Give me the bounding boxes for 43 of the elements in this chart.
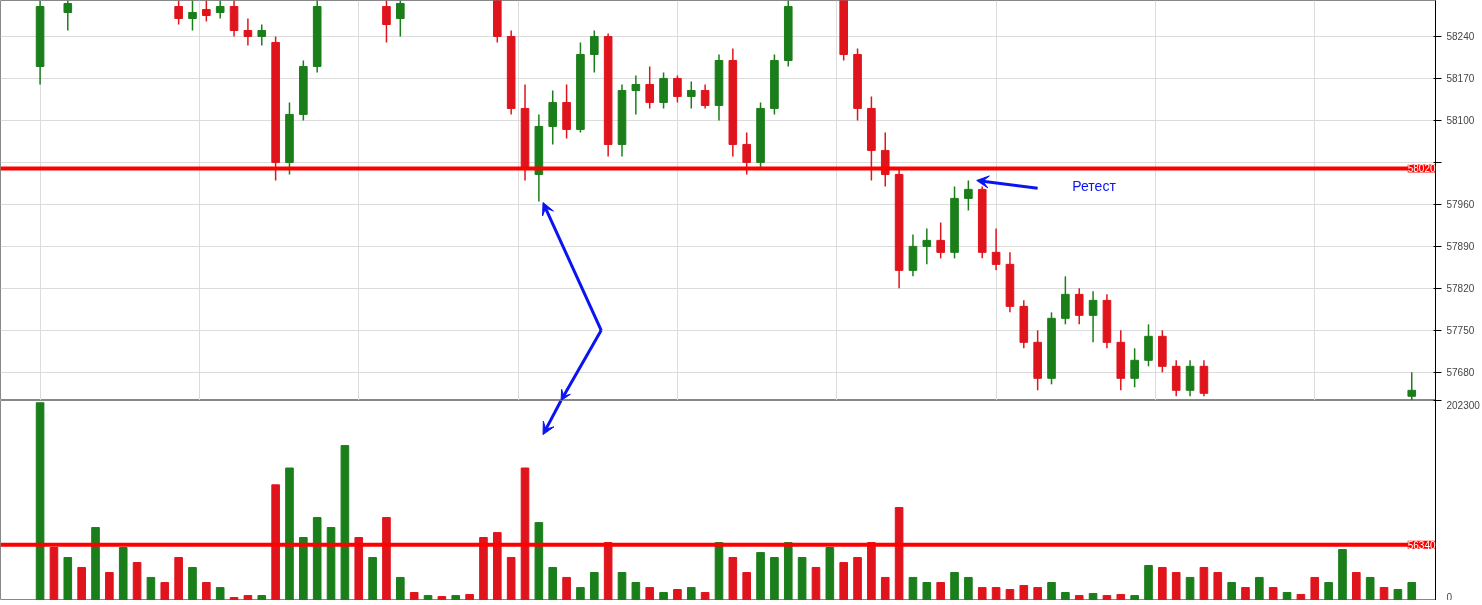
- candlestick: [174, 0, 183, 26]
- candlestick: [659, 71, 668, 110]
- candlestick: [63, 0, 73, 32]
- candlestick: [673, 74, 682, 104]
- candlestick: [1061, 275, 1070, 326]
- annotation: Ретест: [1072, 178, 1117, 195]
- candlestick: [1144, 323, 1153, 368]
- ref-line-label: 56340: [1407, 539, 1436, 551]
- candlestick: [1088, 290, 1098, 344]
- candlestick: [1185, 359, 1195, 398]
- candlestick: [202, 0, 211, 23]
- candlestick: [742, 131, 752, 176]
- y-tick-label: 57890: [1446, 241, 1475, 253]
- candlestick: [964, 179, 973, 212]
- candlestick: [589, 29, 599, 74]
- candlestick: [700, 83, 710, 110]
- y-tick-label: 57960: [1446, 199, 1475, 211]
- y-tick-label: 57680: [1446, 367, 1475, 379]
- y-tick-label: 202300: [1446, 399, 1481, 411]
- candlestick: [908, 233, 918, 278]
- candlestick: [1171, 359, 1181, 398]
- y-tick-label: 0: [1446, 591, 1453, 603]
- ref-line-label: 58020: [1407, 163, 1436, 175]
- candlestick: [382, 0, 391, 44]
- y-tick-label: 57820: [1446, 283, 1475, 295]
- y-tick-label: 57750: [1446, 325, 1475, 337]
- candlestick: [922, 227, 932, 266]
- candlestick: [631, 74, 641, 116]
- candlestick: [936, 221, 945, 260]
- candlestick: [229, 0, 239, 38]
- candlestick: [991, 227, 1001, 272]
- y-tick-label: 58170: [1446, 73, 1475, 85]
- y-tick-label: 58240: [1446, 31, 1475, 43]
- candlestick: [396, 0, 405, 38]
- y-tick-label: 58100: [1446, 115, 1475, 127]
- candlestick: [257, 23, 267, 47]
- candlestick: [243, 17, 253, 47]
- candlestick: [188, 0, 197, 32]
- candlestick: [645, 65, 655, 110]
- candlestick: [686, 80, 696, 110]
- candlestick: [1130, 347, 1139, 389]
- candlestick: [1074, 287, 1084, 326]
- candlestick: [548, 89, 558, 146]
